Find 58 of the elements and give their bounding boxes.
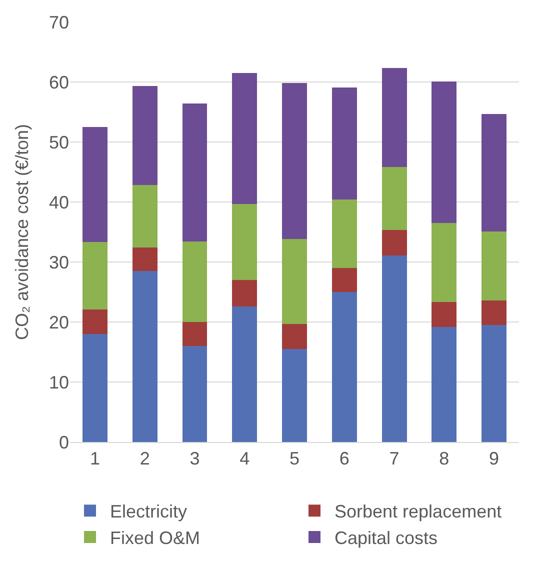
legend-label: Capital costs (334, 528, 438, 548)
bar (82, 309, 108, 334)
y-tick-label: 60 (48, 72, 69, 92)
bar (182, 242, 208, 322)
bar (282, 349, 307, 442)
bar (182, 346, 208, 442)
bar (332, 200, 357, 268)
bar (182, 322, 208, 346)
bar (382, 68, 407, 168)
x-tick-label: 6 (339, 448, 350, 469)
x-tick-label: 7 (389, 448, 400, 469)
y-tick-label: 30 (48, 252, 69, 272)
x-tick-label: 4 (240, 448, 250, 469)
bar (482, 114, 507, 232)
bar (332, 268, 357, 292)
x-tick-label: 3 (190, 448, 200, 469)
legend-label: Sorbent replacement (334, 502, 502, 522)
x-tick-label: 1 (90, 448, 100, 469)
bar (232, 73, 258, 204)
bar (432, 302, 457, 327)
bar (282, 239, 307, 324)
x-tick-label: 9 (489, 448, 500, 469)
bar (232, 306, 258, 442)
bar (132, 248, 158, 271)
bar (282, 324, 307, 349)
bar (332, 87, 357, 200)
bar (382, 255, 407, 442)
bar (232, 280, 258, 306)
bar (82, 127, 108, 242)
y-tick-label: 10 (48, 372, 69, 392)
bar (432, 81, 457, 223)
bar (232, 204, 258, 280)
bar (432, 223, 457, 302)
x-tick-label: 2 (140, 448, 150, 469)
y-tick-label: 70 (48, 12, 69, 32)
y-tick-label: 20 (48, 312, 69, 332)
bar (482, 325, 507, 442)
legend-label: Electricity (110, 502, 188, 522)
bar (382, 230, 407, 256)
bar (482, 300, 507, 325)
bar (132, 86, 158, 186)
bar (482, 231, 507, 300)
legend-label: Fixed O&M (110, 528, 200, 548)
bar (382, 167, 407, 230)
bar (82, 242, 108, 310)
bar (182, 104, 208, 242)
y-tick-label: 50 (48, 132, 69, 152)
bar (132, 271, 158, 442)
bar (332, 292, 357, 442)
bar (282, 83, 307, 240)
y-tick-label: 0 (58, 432, 69, 452)
bar (132, 185, 158, 248)
bar (82, 334, 108, 442)
y-axis-title: CO₂ avoidance cost (€/ton) (12, 124, 32, 340)
bar (432, 326, 457, 442)
y-tick-label: 40 (48, 192, 69, 212)
x-tick-label: 8 (439, 448, 450, 469)
x-tick-label: 5 (289, 448, 300, 469)
